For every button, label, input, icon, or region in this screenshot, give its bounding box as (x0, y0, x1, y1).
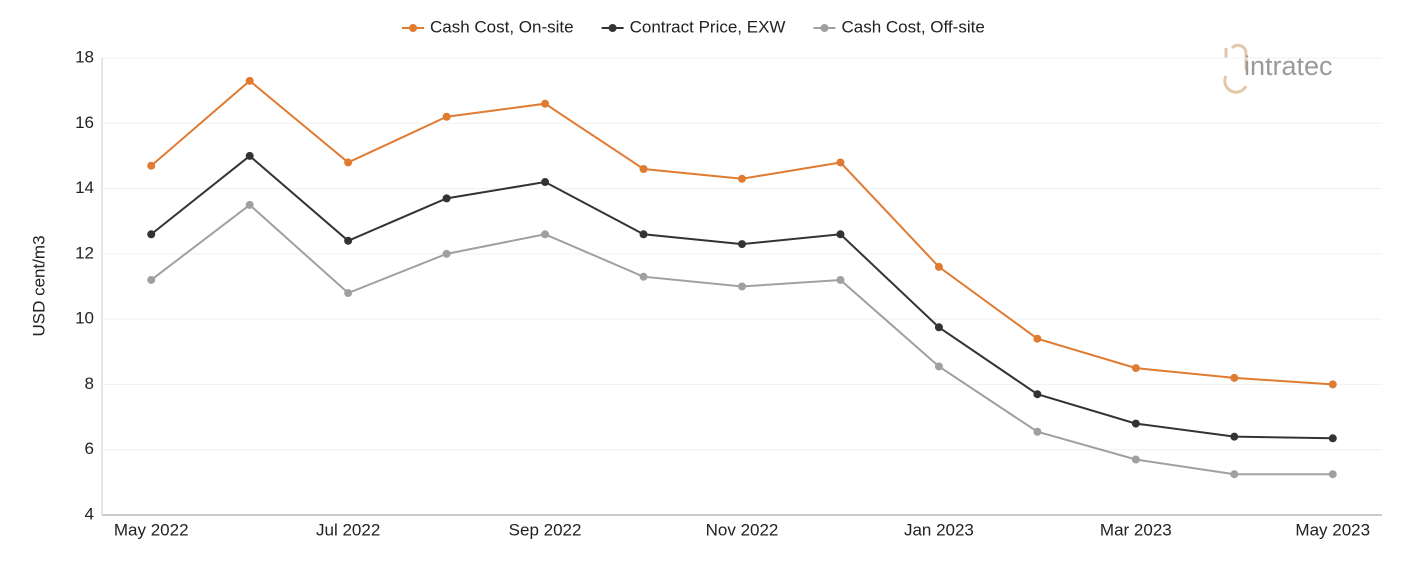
data-point (836, 230, 845, 239)
data-point (836, 275, 845, 284)
y-tick-label: 4 (85, 504, 94, 523)
data-point (934, 323, 943, 332)
data-point (738, 282, 746, 291)
data-point (541, 99, 550, 108)
legend: Cash Cost, On-site Contract Price, EXW Cas… (402, 17, 985, 36)
data-point (344, 236, 353, 245)
data-point (639, 164, 648, 173)
data-point (738, 174, 746, 183)
y-tick-label: 8 (85, 374, 94, 393)
legend-label: Cash Cost, On-site (430, 17, 574, 36)
data-point (1033, 390, 1042, 399)
y-tick-label: 6 (85, 439, 94, 458)
x-tick-label: Sep 2022 (509, 520, 582, 539)
data-point (1131, 364, 1140, 373)
data-point (442, 194, 451, 203)
data-point (147, 161, 156, 170)
x-tick-label: May 2023 (1295, 520, 1370, 539)
data-point (1328, 434, 1337, 443)
data-point (1230, 470, 1239, 479)
data-point (639, 230, 648, 239)
data-point (245, 76, 254, 85)
logo: intratec (1223, 43, 1333, 94)
data-point (1131, 419, 1140, 428)
data-point (344, 158, 353, 167)
legend-marker (409, 24, 417, 32)
data-point (442, 112, 451, 121)
legend-label: Contract Price, EXW (630, 17, 786, 36)
data-point (1033, 334, 1042, 343)
x-tick-label: May 2022 (114, 520, 189, 539)
data-point (1033, 427, 1042, 436)
y-axis-label: USD cent/m3 (29, 235, 48, 336)
logo-text: intratec (1244, 51, 1333, 81)
x-tick-label: Jan 2023 (904, 520, 974, 539)
x-tick-label: Jul 2022 (316, 520, 380, 539)
logo-icon (1223, 43, 1248, 94)
data-point (344, 289, 353, 298)
series-line (150, 154, 1333, 440)
data-point (738, 240, 746, 249)
data-point (934, 362, 943, 371)
data-point (541, 178, 550, 187)
x-tick-label: Mar 2023 (1100, 520, 1172, 539)
y-tick-label: 16 (75, 113, 94, 132)
data-point (245, 200, 254, 209)
x-tick-label: Nov 2022 (706, 520, 779, 539)
data-point (147, 230, 156, 239)
legend-label: Cash Cost, Off-site (841, 17, 984, 36)
data-point (245, 151, 254, 160)
y-tick-label: 12 (75, 243, 94, 262)
data-point (1230, 432, 1239, 441)
series-line (150, 79, 1333, 386)
y-tick-label: 14 (75, 178, 94, 197)
data-point (1328, 470, 1337, 479)
y-tick-label: 10 (75, 309, 94, 328)
data-point (1230, 373, 1239, 382)
data-point (934, 262, 943, 271)
data-point (836, 158, 845, 167)
data-point (442, 249, 451, 258)
y-tick-label: 18 (75, 47, 94, 66)
data-point (541, 230, 550, 239)
data-point (1328, 380, 1337, 389)
data-point (639, 272, 648, 281)
data-point (1131, 455, 1140, 464)
data-point (147, 275, 156, 284)
legend-marker (820, 24, 829, 32)
legend-marker (608, 24, 617, 32)
